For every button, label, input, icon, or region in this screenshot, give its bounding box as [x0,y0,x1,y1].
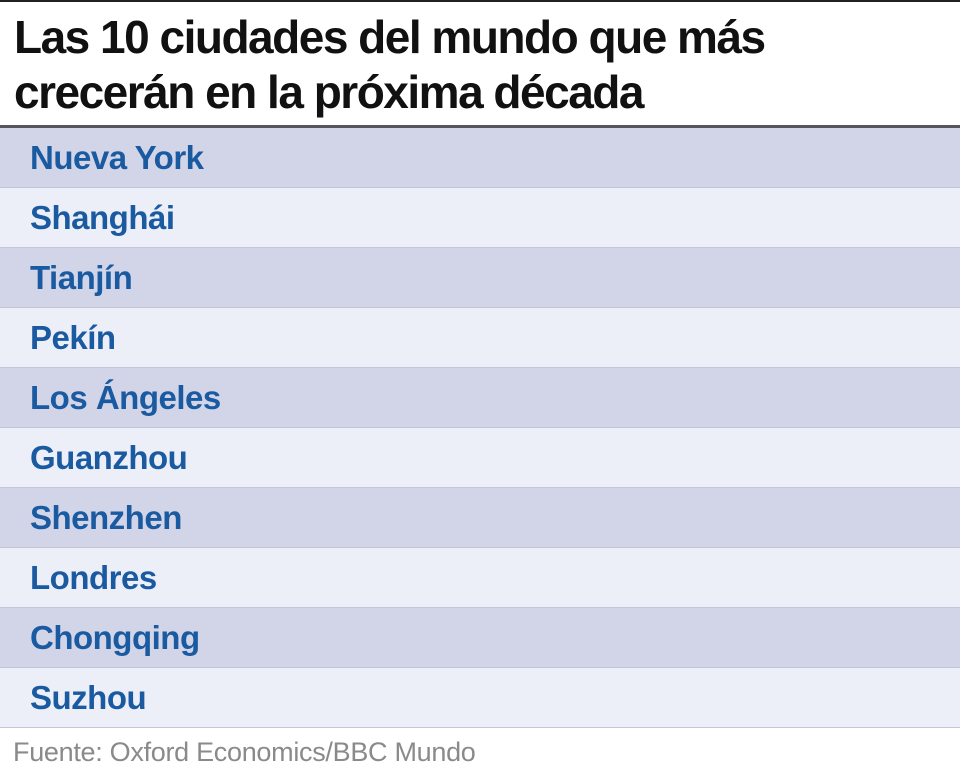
list-item-shanghai: Shanghái [0,188,960,248]
list-item-londres: Londres [0,548,960,608]
city-name: Londres [30,558,157,596]
source-caption: Fuente: Oxford Economics/BBC Mundo [13,737,476,767]
city-name: Los Ángeles [30,378,221,416]
list-item-shenzhen: Shenzhen [0,488,960,548]
city-name: Guanzhou [30,438,188,476]
list-item-pekin: Pekín [0,308,960,368]
top-border-line [0,0,960,2]
city-name: Shenzhen [30,498,182,536]
city-name: Suzhou [30,678,147,716]
city-list: Nueva York Shanghái Tianjín Pekín Los Án… [0,128,960,728]
list-item-nueva-york: Nueva York [0,128,960,188]
title-line-2: crecerán en la próxima década [14,66,644,118]
list-item-los-angeles: Los Ángeles [0,368,960,428]
city-name: Shanghái [30,198,175,236]
title-line-1: Las 10 ciudades del mundo que más [14,11,766,63]
city-name: Nueva York [30,138,204,176]
city-name: Tianjín [30,258,133,296]
list-item-guanzhou: Guanzhou [0,428,960,488]
city-name: Pekín [30,318,116,356]
city-name: Chongqing [30,618,200,656]
list-item-chongqing: Chongqing [0,608,960,668]
title-divider [0,125,960,128]
list-item-tianjin: Tianjín [0,248,960,308]
list-item-suzhou: Suzhou [0,668,960,728]
page-title: Las 10 ciudades del mundo que más crecer… [0,2,960,120]
